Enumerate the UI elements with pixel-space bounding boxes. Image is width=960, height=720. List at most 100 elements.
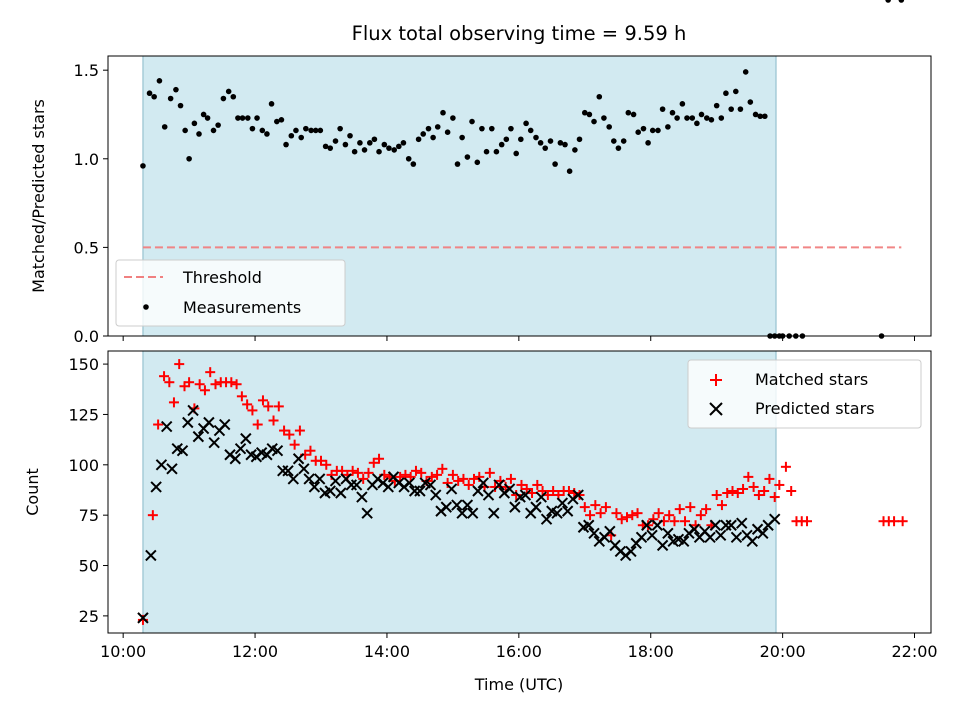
matched-star-point [268, 415, 279, 426]
top-x-axis [122, 336, 916, 341]
predicted-star-point [324, 485, 336, 497]
matched-star-point [722, 488, 733, 499]
measurement-point [489, 125, 495, 132]
predicted-star-point [329, 475, 342, 487]
y-tick-label: 50 [79, 557, 99, 576]
measurement-point [381, 141, 388, 148]
predicted-star-point [583, 519, 595, 531]
predicted-star-point [382, 481, 394, 493]
predicted-star-point [746, 535, 758, 548]
measurement-point [239, 115, 246, 121]
matched-star-point [226, 377, 237, 388]
matched-star-point [616, 514, 627, 525]
measurement-point [757, 113, 764, 120]
measurement-point [586, 111, 593, 118]
measurement-point [674, 115, 680, 121]
matched-star-point [358, 473, 369, 484]
predicted-star-point [736, 517, 748, 529]
matched-star-point [753, 490, 764, 501]
bottom-y-axis-label: Count [23, 468, 42, 516]
measurement-point [200, 111, 207, 118]
matched-star-point [432, 469, 443, 480]
predicted-star-point [166, 463, 178, 475]
matched-star-point [738, 483, 749, 494]
measurement-point [713, 102, 720, 109]
legend-matched-swatch [710, 374, 722, 386]
measurement-point [513, 150, 520, 157]
predicted-star-point [403, 477, 416, 489]
measurement-point [230, 93, 237, 100]
measurement-point [146, 90, 153, 97]
matched-star-point [210, 379, 221, 390]
matched-star-point [680, 516, 691, 527]
predicted-star-point [282, 465, 294, 477]
measurement-point [204, 115, 211, 121]
measurement-point [317, 127, 324, 134]
bottom-panel: 25 50 75 100 125 150 10:00 12:00 14:00 16:00 18:0… [23, 350, 938, 694]
matched-star-point [579, 502, 590, 513]
top-legend: Threshold Measurements [115, 259, 346, 327]
x-tick-label: 14:00 [364, 642, 410, 661]
measurement-point [249, 125, 256, 132]
matched-star-point [711, 490, 722, 501]
measurement-point [762, 113, 768, 120]
measurement-point [483, 148, 490, 155]
predicted-star-point [757, 527, 769, 539]
bottom-shaded-interval [142, 350, 777, 634]
predicted-star-point [688, 523, 700, 535]
predicted-star-point [414, 485, 426, 497]
top-panel: 0.0 0.5 1.0 1.5 Matched/Predicted stars Thr… [29, 0, 932, 346]
predicted-star-point [561, 505, 574, 517]
measurement-point [298, 134, 305, 141]
predicted-star-point [466, 507, 479, 519]
predicted-star-point [150, 481, 162, 493]
top-axes-frame [107, 55, 932, 337]
matched-star-point [595, 508, 606, 519]
measurement-point [376, 148, 382, 155]
predicted-star-point [292, 453, 305, 465]
measurement-point [254, 115, 260, 121]
measurement-point [283, 141, 289, 148]
matched-star-point [426, 471, 437, 482]
matched-star-point [184, 377, 195, 388]
x-tick-label: 22:00 [891, 642, 937, 661]
legend-measurements-swatch [143, 304, 149, 310]
measurement-point [498, 141, 505, 148]
measurement-point [669, 109, 676, 116]
predicted-star-point [240, 432, 252, 445]
y-tick-label: 150 [68, 355, 99, 374]
matched-star-point [159, 371, 170, 382]
matched-star-point [447, 469, 458, 480]
matched-star-point [231, 379, 242, 390]
measurement-point [186, 155, 192, 162]
measurement-point [400, 140, 407, 146]
predicted-star-point [350, 479, 363, 491]
measurement-point [503, 136, 510, 143]
matched-star-point [174, 359, 185, 370]
matched-star-point [516, 479, 527, 490]
matched-star-point [769, 492, 780, 503]
measurement-point [630, 111, 637, 118]
predicted-star-point [519, 489, 532, 501]
matched-star-point [685, 502, 696, 513]
measurement-point [444, 129, 451, 136]
measurement-point [601, 115, 607, 121]
matched-star-point [590, 500, 601, 511]
measurement-point [464, 154, 471, 160]
measurement-point [655, 127, 661, 134]
matched-star-point [242, 399, 253, 410]
measurement-point [737, 106, 744, 112]
measurement-point [386, 145, 392, 151]
matched-star-point [786, 485, 797, 496]
matched-star-point [732, 488, 743, 499]
measurement-point [557, 140, 564, 146]
predicted-star-point [725, 519, 737, 531]
matched-star-point [279, 425, 290, 436]
measurement-point [210, 127, 217, 134]
predicted-star-point [451, 499, 463, 511]
measurement-point [728, 106, 734, 112]
predicted-star-point [488, 507, 500, 519]
predicted-star-point [208, 436, 220, 449]
measurement-point [649, 127, 656, 134]
matched-star-point [780, 461, 791, 472]
